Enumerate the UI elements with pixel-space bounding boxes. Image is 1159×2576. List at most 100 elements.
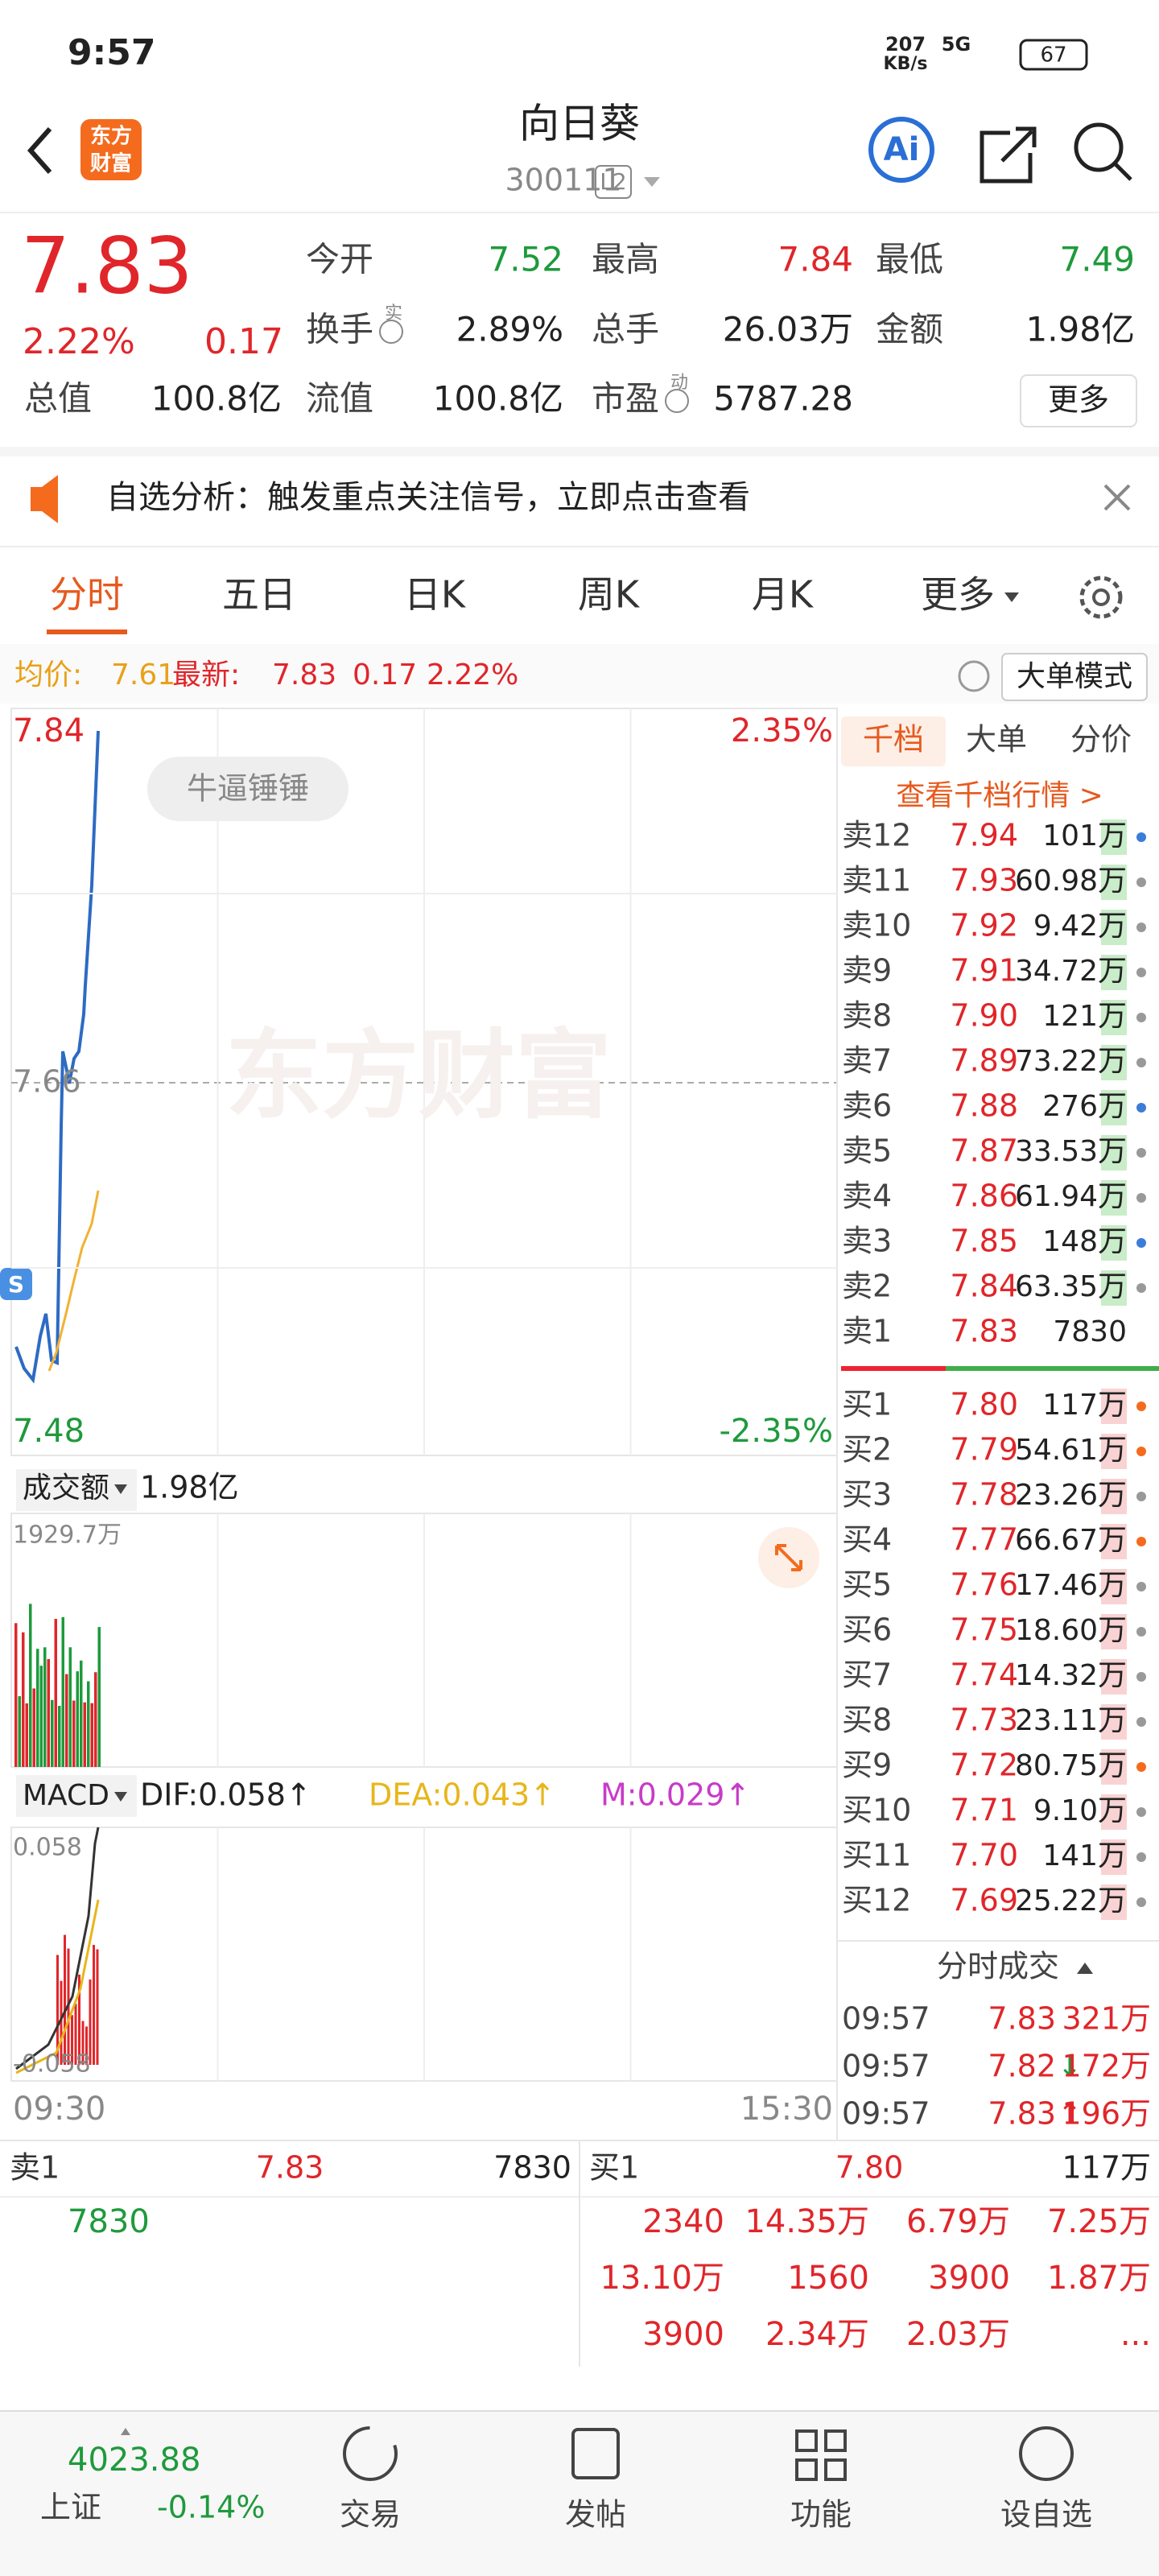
book-volume: 23.11万 xyxy=(1015,1704,1127,1737)
trade-arrow: ↑ xyxy=(1058,2098,1082,2131)
help-icon[interactable] xyxy=(958,660,990,692)
book-label: 卖9 xyxy=(842,953,892,989)
bid-queue: 7.25万 xyxy=(1047,2203,1151,2240)
volume-label[interactable]: 成交额 xyxy=(23,1472,109,1505)
tab[interactable]: 周K xyxy=(578,573,641,617)
active-book-tab[interactable] xyxy=(841,716,946,766)
nav-item[interactable]: 功能 xyxy=(790,2497,852,2533)
price-low: 7.48 xyxy=(13,1413,85,1450)
book-volume: 61.94万 xyxy=(1015,1180,1127,1213)
mode-button[interactable] xyxy=(1001,653,1148,701)
book-price: 7.74 xyxy=(950,1657,1018,1693)
book-dot xyxy=(1136,1762,1146,1772)
settings-icon[interactable] xyxy=(1079,576,1123,619)
bid-queue: 3900 xyxy=(642,2316,724,2353)
dropdown-icon xyxy=(644,177,660,187)
dropdown-icon xyxy=(114,1484,127,1494)
time-start: 09:30 xyxy=(13,2091,105,2128)
nav-item[interactable]: 交易 xyxy=(340,2497,401,2533)
book-label: 卖8 xyxy=(842,998,892,1034)
level: L2 xyxy=(600,168,626,195)
book-volume: 34.72万 xyxy=(1015,955,1127,988)
close-icon[interactable] xyxy=(1103,484,1131,511)
trades-title[interactable]: 分时成交 xyxy=(937,1949,1059,1984)
book-tab[interactable]: 大单 xyxy=(966,722,1027,758)
book-volume: 66.67万 xyxy=(1015,1524,1127,1557)
book-volume: 25.22万 xyxy=(1015,1885,1127,1918)
more-button-text[interactable]: 更多 xyxy=(1048,382,1109,418)
bid-queue: 2340 xyxy=(642,2203,724,2240)
volume-highlight xyxy=(1101,1225,1127,1261)
level1-bid-volume: 117万 xyxy=(1062,2150,1151,2186)
volume-selector[interactable] xyxy=(16,1469,137,1511)
volume-highlight xyxy=(1101,1569,1127,1604)
volume-highlight xyxy=(1101,1614,1127,1649)
level1-bid-label: 买1 xyxy=(589,2150,639,2186)
function-icon[interactable] xyxy=(795,2429,847,2481)
book-label: 卖2 xyxy=(842,1269,892,1304)
tab[interactable]: 日K xyxy=(404,573,467,617)
book-label: 买6 xyxy=(842,1612,892,1648)
macd-dea: DEA:0.043↑ xyxy=(369,1777,555,1813)
volume-highlight xyxy=(1101,1659,1127,1695)
book-volume: 276万 xyxy=(1042,1090,1127,1123)
info-change-pct: 2.22% xyxy=(427,658,518,691)
trade-icon[interactable] xyxy=(343,2426,398,2481)
more-button[interactable] xyxy=(1020,374,1137,427)
field-label: 金额 xyxy=(876,310,943,349)
tab[interactable]: 更多 xyxy=(921,573,995,617)
tab[interactable]: 分时 xyxy=(50,573,124,617)
signal-marker[interactable] xyxy=(0,1268,32,1300)
field-label: 总值 xyxy=(24,379,92,419)
volume-highlight xyxy=(1101,1389,1127,1424)
nav-item[interactable]: 设自选 xyxy=(1000,2497,1092,2533)
volume-bar xyxy=(14,1623,18,1767)
book-dot xyxy=(1136,1492,1146,1501)
logo-text: 财富 xyxy=(90,151,132,176)
volume-bar xyxy=(87,1681,90,1767)
share-icon[interactable] xyxy=(980,126,1037,184)
price-high: 7.84 xyxy=(13,712,85,749)
book-label: 买12 xyxy=(842,1883,911,1918)
book-dot xyxy=(1136,1058,1146,1067)
nav-item[interactable]: 发帖 xyxy=(565,2497,626,2533)
watchlist-icon[interactable] xyxy=(1019,2426,1074,2481)
back-icon[interactable] xyxy=(27,127,52,174)
search-icon[interactable] xyxy=(1074,122,1124,172)
ai-icon[interactable] xyxy=(868,117,934,183)
bubble[interactable] xyxy=(147,757,349,821)
notice-text[interactable]: 自选分析：触发重点关注信号，立即点击查看 xyxy=(106,479,750,516)
macd-selector[interactable] xyxy=(16,1775,137,1817)
logo-text: 东方 xyxy=(90,124,132,149)
book-tab[interactable]: 分价 xyxy=(1070,722,1132,758)
volume-highlight xyxy=(1101,1885,1127,1920)
volume-highlight xyxy=(1101,1794,1127,1830)
average-line xyxy=(47,1190,100,1372)
book-price: 7.79 xyxy=(950,1432,1018,1468)
book-dot xyxy=(1136,1238,1146,1248)
field-value: 7.84 xyxy=(777,240,853,279)
book-dot xyxy=(1136,1283,1146,1293)
macd-bar xyxy=(74,2004,77,2065)
mode-button-text[interactable]: 大单模式 xyxy=(1017,660,1132,693)
macd-label[interactable]: MACD xyxy=(23,1779,109,1812)
field-label: 市盈 xyxy=(592,379,659,419)
tab[interactable]: 月K xyxy=(752,573,815,617)
bubble-text[interactable]: 牛逼锤锤 xyxy=(187,771,309,807)
tab[interactable]: 五日 xyxy=(222,573,296,617)
book-price: 7.94 xyxy=(950,818,1018,853)
book-separator-red xyxy=(841,1366,946,1371)
level1-ask-price: 7.83 xyxy=(256,2150,324,2186)
divider xyxy=(837,1940,1159,1942)
battery xyxy=(1019,39,1088,71)
book-price: 7.71 xyxy=(950,1793,1018,1828)
field-value: 7.52 xyxy=(488,240,563,279)
marker-text: S xyxy=(8,1271,24,1298)
book-dot xyxy=(1136,1672,1146,1682)
book-tab[interactable]: 千档 xyxy=(863,722,924,758)
bid-queue: 2.34万 xyxy=(765,2316,869,2353)
book-link[interactable]: 查看千档行情 > xyxy=(896,779,1103,812)
book-price: 7.77 xyxy=(950,1522,1018,1558)
book-dot xyxy=(1136,1537,1146,1546)
post-icon[interactable] xyxy=(571,2428,620,2479)
